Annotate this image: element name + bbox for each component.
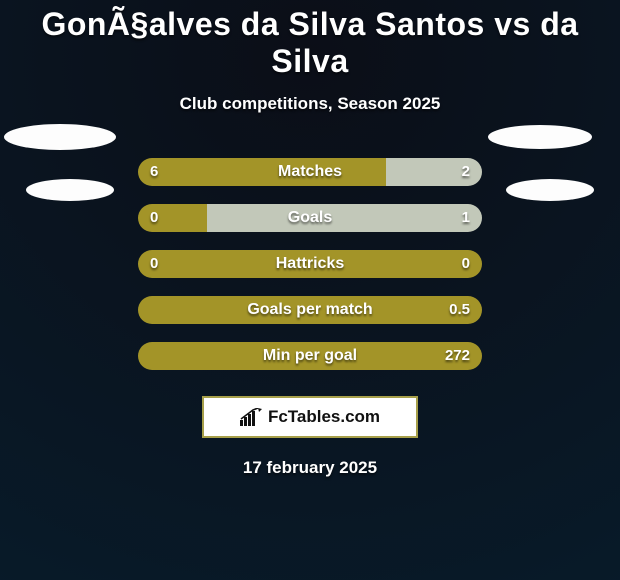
row-right-value: 272 [445,342,470,370]
row-left-value: 6 [150,158,158,186]
comparison-bars: 62Matches01Goals00Hattricks0.5Goals per … [0,158,620,370]
comparison-row: 0.5Goals per match [138,296,482,324]
row-right-value: 1 [462,204,470,232]
comparison-row: 62Matches [138,158,482,186]
bar-left-segment [138,250,482,278]
bar-left-segment [138,158,386,186]
row-right-value: 2 [462,158,470,186]
bar-left-segment [138,296,482,324]
bar-left-segment [138,342,482,370]
row-right-value: 0.5 [449,296,470,324]
page-title: GonÃ§alves da Silva Santos vs da Silva [0,6,620,80]
row-right-value: 0 [462,250,470,278]
comparison-row: 272Min per goal [138,342,482,370]
bar-left-segment [138,204,207,232]
subtitle: Club competitions, Season 2025 [0,94,620,114]
chart-icon [240,408,262,426]
row-left-value: 0 [150,250,158,278]
comparison-row: 00Hattricks [138,250,482,278]
bar-right-segment [207,204,482,232]
content: GonÃ§alves da Silva Santos vs da Silva C… [0,0,620,478]
date-text: 17 february 2025 [0,458,620,478]
logo-text: FcTables.com [268,407,380,427]
logo-box[interactable]: FcTables.com [202,396,418,438]
comparison-row: 01Goals [138,204,482,232]
row-left-value: 0 [150,204,158,232]
